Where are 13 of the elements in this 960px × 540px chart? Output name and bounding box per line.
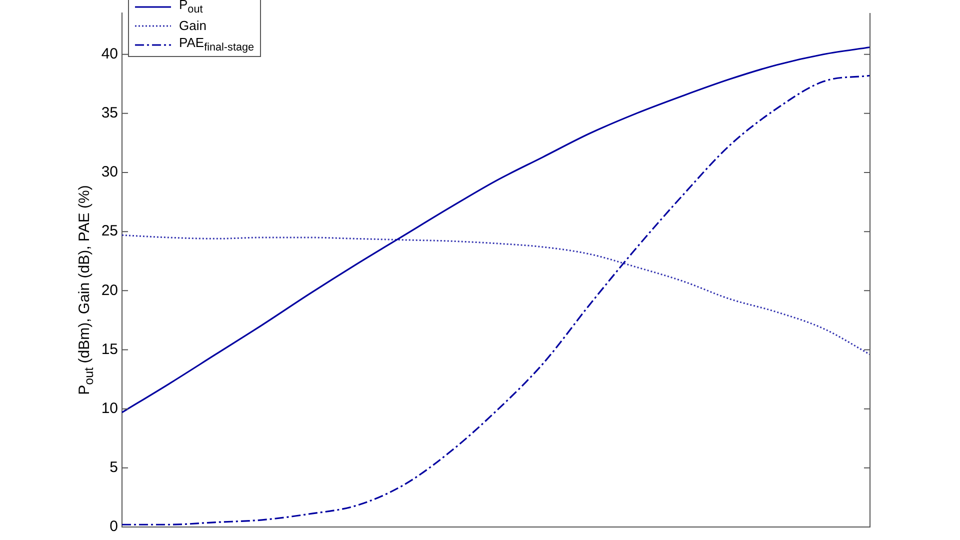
y-tick-label: 10 bbox=[101, 400, 118, 417]
y-tick-label: 15 bbox=[101, 340, 118, 358]
legend-label: PAE$_{final-stage}$ bbox=[179, 35, 254, 54]
y-tick-label: 25 bbox=[101, 222, 118, 240]
y-tick-label: 30 bbox=[101, 164, 118, 181]
y-tick-label: 35 bbox=[101, 104, 118, 122]
y-tick-label: 40 bbox=[101, 45, 118, 62]
legend-label: P$_{out}$ bbox=[179, 0, 203, 16]
legend-label: Gain bbox=[179, 18, 206, 33]
line-series bbox=[121, 234, 871, 356]
y-tick-label: 20 bbox=[101, 282, 118, 299]
y-tick-label: 5 bbox=[110, 459, 118, 476]
y-tick-label: 0 bbox=[110, 518, 118, 536]
